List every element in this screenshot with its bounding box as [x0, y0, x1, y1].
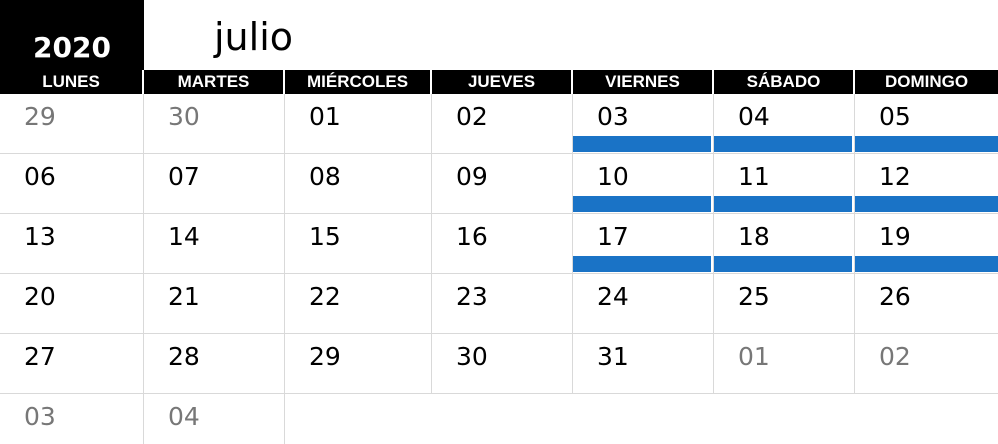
- day-cell[interactable]: 19: [855, 214, 998, 274]
- day-cell[interactable]: 22: [285, 274, 432, 334]
- day-number: 18: [738, 222, 770, 251]
- day-number: 17: [597, 222, 629, 251]
- day-cell[interactable]: 04: [144, 394, 285, 444]
- calendar-grid: 29 30 01 02 03 04 05 06 07 08 09 10 11 12 13 14 15 16 17 18…: [0, 94, 998, 444]
- weekday-header-martes: MARTES: [144, 70, 283, 94]
- day-cell[interactable]: 29: [0, 94, 144, 154]
- day-number: 08: [309, 162, 341, 191]
- weekday-header-viernes: VIERNES: [573, 70, 712, 94]
- day-number: 23: [456, 282, 488, 311]
- day-cell[interactable]: 21: [144, 274, 285, 334]
- event-bar[interactable]: [573, 136, 711, 152]
- event-bar[interactable]: [714, 196, 852, 212]
- day-cell[interactable]: 08: [285, 154, 432, 214]
- day-cell[interactable]: 11: [714, 154, 855, 214]
- day-cell[interactable]: 12: [855, 154, 998, 214]
- day-number: 29: [24, 102, 56, 131]
- weekday-header-domingo: DOMINGO: [855, 70, 998, 94]
- day-cell[interactable]: 07: [144, 154, 285, 214]
- day-cell[interactable]: 14: [144, 214, 285, 274]
- day-cell[interactable]: 30: [432, 334, 573, 394]
- day-number: 04: [168, 402, 200, 431]
- day-number: 14: [168, 222, 200, 251]
- day-cell[interactable]: 10: [573, 154, 714, 214]
- day-cell[interactable]: 13: [0, 214, 144, 274]
- event-bar[interactable]: [855, 196, 998, 212]
- day-cell[interactable]: 31: [573, 334, 714, 394]
- day-cell[interactable]: 23: [432, 274, 573, 334]
- day-number: 30: [168, 102, 200, 131]
- day-number: 04: [738, 102, 770, 131]
- day-number: 11: [738, 162, 770, 191]
- day-cell[interactable]: 30: [144, 94, 285, 154]
- day-cell[interactable]: 03: [0, 394, 144, 444]
- day-number: 06: [24, 162, 56, 191]
- day-number: 22: [309, 282, 341, 311]
- day-number: 19: [879, 222, 911, 251]
- day-cell[interactable]: 26: [855, 274, 998, 334]
- weekday-header-lunes: LUNES: [0, 70, 142, 94]
- day-number: 26: [879, 282, 911, 311]
- day-cell[interactable]: 18: [714, 214, 855, 274]
- day-number: 07: [168, 162, 200, 191]
- day-cell[interactable]: 20: [0, 274, 144, 334]
- event-bar[interactable]: [573, 196, 711, 212]
- day-number: 31: [597, 342, 629, 371]
- day-cell[interactable]: 09: [432, 154, 573, 214]
- day-cell[interactable]: 16: [432, 214, 573, 274]
- day-cell[interactable]: 15: [285, 214, 432, 274]
- event-bar[interactable]: [855, 136, 998, 152]
- day-number: 16: [456, 222, 488, 251]
- day-cell[interactable]: 29: [285, 334, 432, 394]
- year-label: 2020: [0, 0, 144, 70]
- day-number: 24: [597, 282, 629, 311]
- day-cell[interactable]: 04: [714, 94, 855, 154]
- month-title: julio: [214, 15, 294, 59]
- day-cell[interactable]: 02: [432, 94, 573, 154]
- day-number: 10: [597, 162, 629, 191]
- day-cell[interactable]: 28: [144, 334, 285, 394]
- day-number: 09: [456, 162, 488, 191]
- weekday-header-row: LUNES MARTES MIÉRCOLES JUEVES VIERNES SÁBADO D…: [0, 70, 998, 94]
- day-cell[interactable]: 25: [714, 274, 855, 334]
- day-cell[interactable]: 17: [573, 214, 714, 274]
- day-cell[interactable]: 03: [573, 94, 714, 154]
- day-number: 21: [168, 282, 200, 311]
- day-number: 20: [24, 282, 56, 311]
- day-number: 01: [738, 342, 770, 371]
- day-number: 28: [168, 342, 200, 371]
- day-number: 12: [879, 162, 911, 191]
- event-bar[interactable]: [714, 256, 852, 272]
- day-number: 30: [456, 342, 488, 371]
- weekday-header-miercoles: MIÉRCOLES: [285, 70, 430, 94]
- day-number: 29: [309, 342, 341, 371]
- weekday-header-jueves: JUEVES: [432, 70, 571, 94]
- event-bar[interactable]: [855, 256, 998, 272]
- day-cell[interactable]: 05: [855, 94, 998, 154]
- weekday-header-sabado: SÁBADO: [714, 70, 853, 94]
- day-number: 02: [879, 342, 911, 371]
- day-cell[interactable]: 24: [573, 274, 714, 334]
- event-bar[interactable]: [573, 256, 711, 272]
- day-number: 25: [738, 282, 770, 311]
- day-number: 01: [309, 102, 341, 131]
- day-cell[interactable]: 02: [855, 334, 998, 394]
- day-cell[interactable]: 01: [285, 94, 432, 154]
- day-number: 15: [309, 222, 341, 251]
- day-cell[interactable]: 01: [714, 334, 855, 394]
- day-number: 03: [24, 402, 56, 431]
- day-number: 27: [24, 342, 56, 371]
- day-number: 13: [24, 222, 56, 251]
- day-cell[interactable]: 27: [0, 334, 144, 394]
- day-number: 02: [456, 102, 488, 131]
- day-cell[interactable]: 06: [0, 154, 144, 214]
- day-number: 05: [879, 102, 911, 131]
- event-bar[interactable]: [714, 136, 852, 152]
- day-number: 03: [597, 102, 629, 131]
